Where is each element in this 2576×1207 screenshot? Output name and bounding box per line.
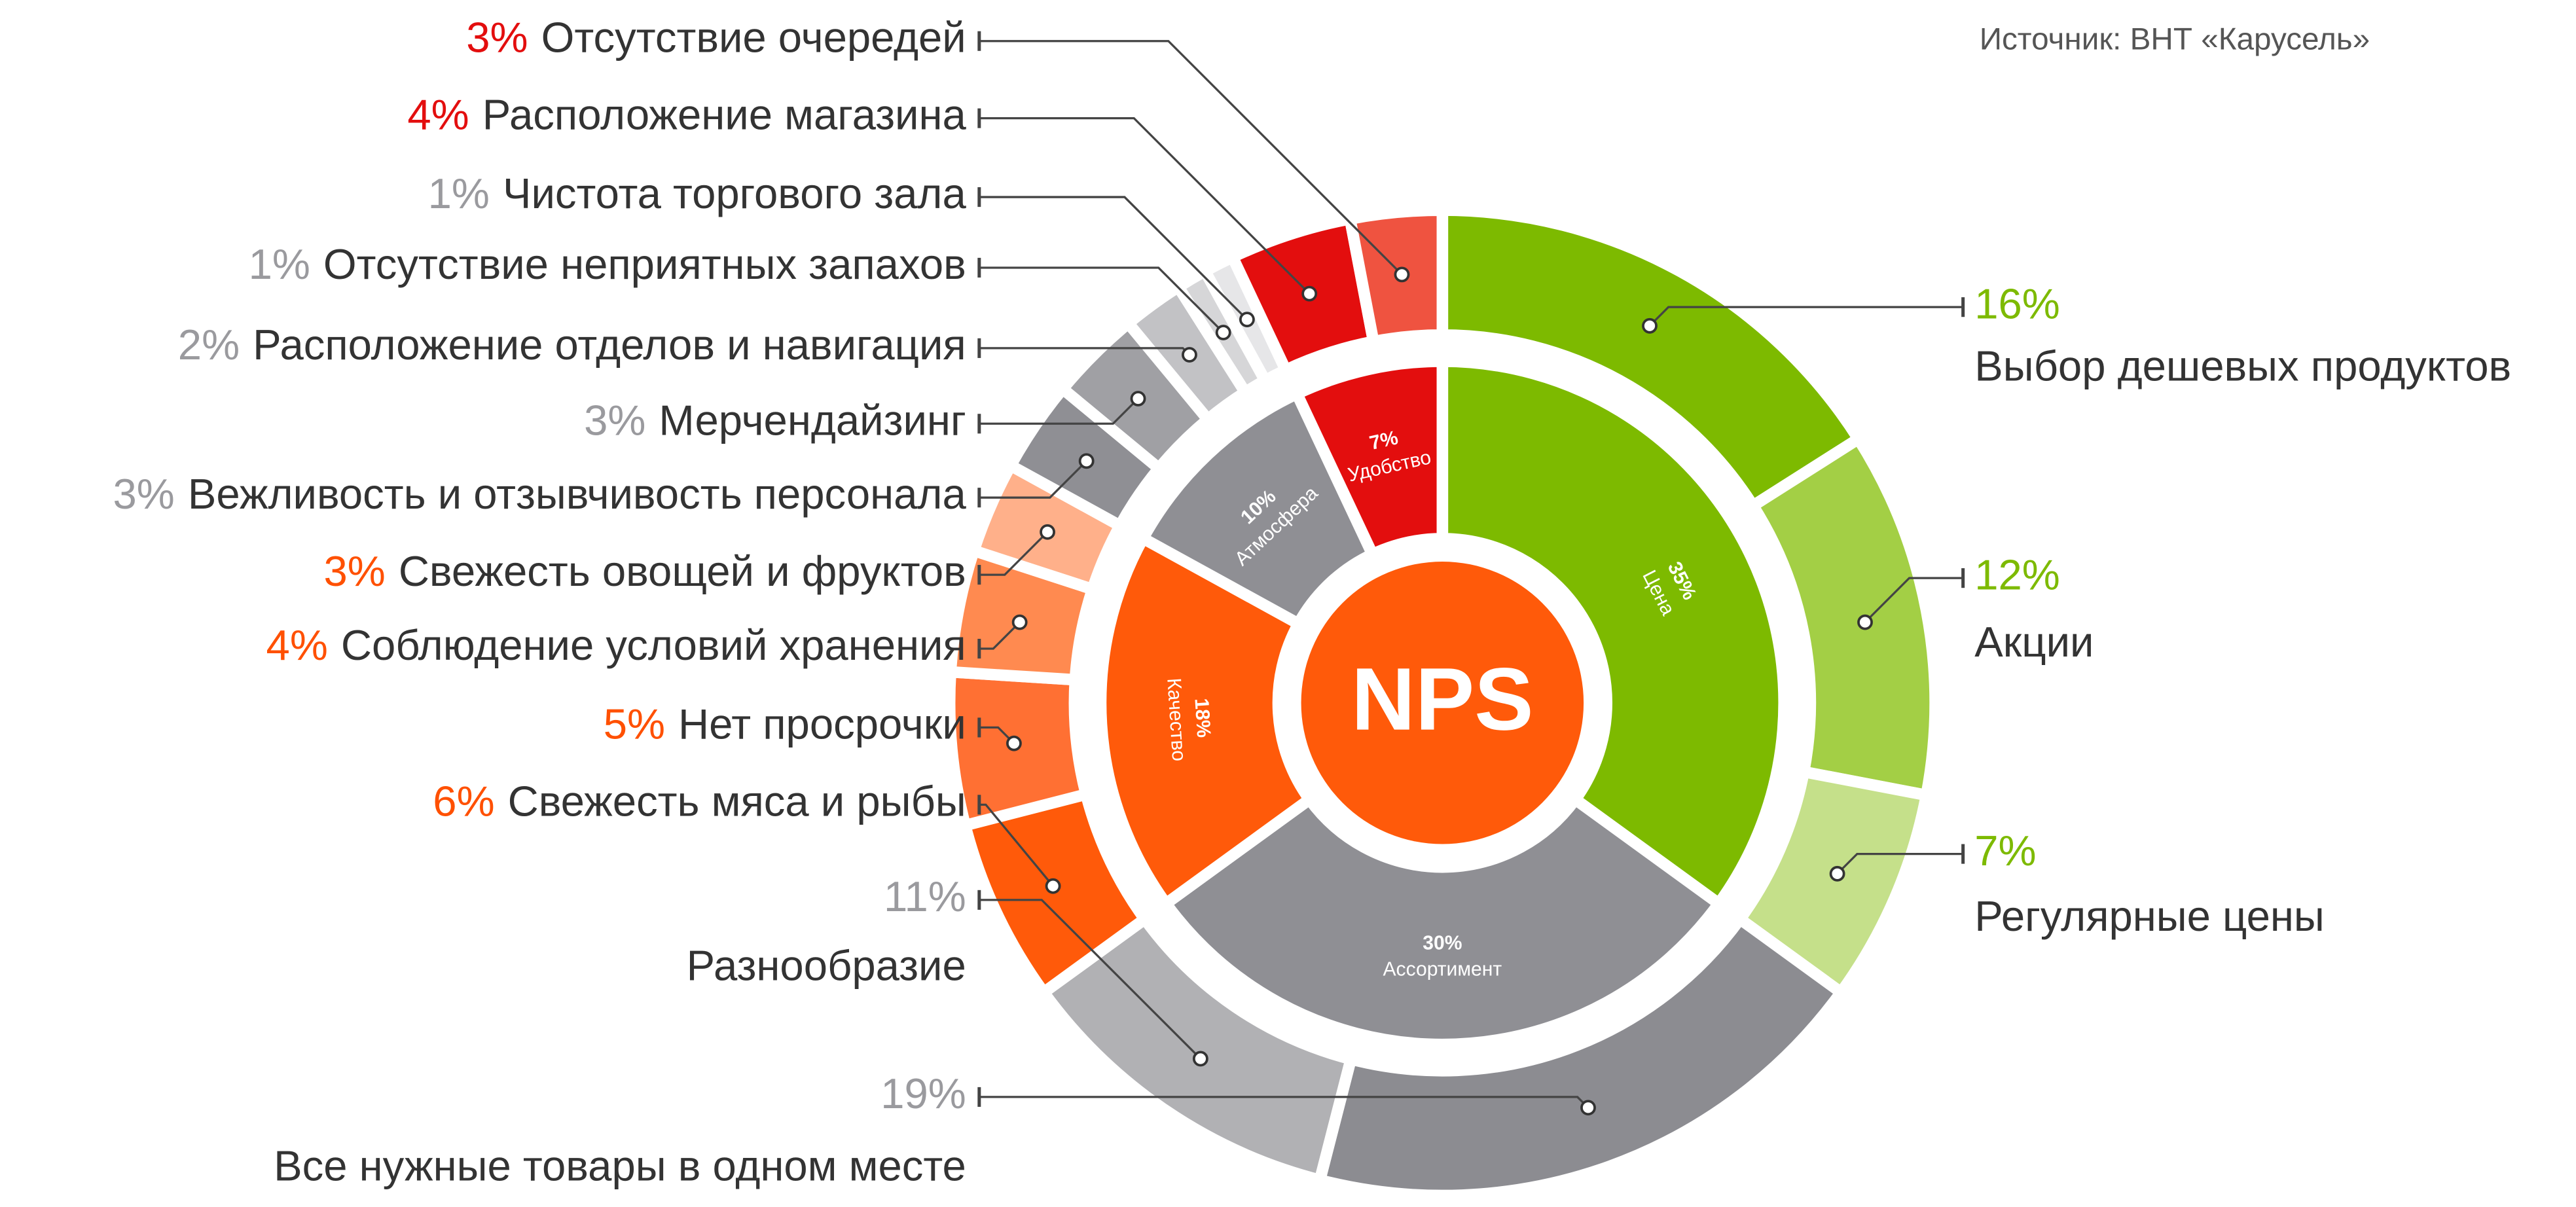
- category-label: Соблюдение условий хранения: [341, 621, 966, 669]
- leader-line: [1864, 577, 1963, 623]
- leader-dot: [1239, 312, 1255, 328]
- value-label: 16%: [1974, 279, 2060, 327]
- category-label: Выбор дешевых продуктов: [1974, 342, 2511, 390]
- category-label: Свежесть мяса и рыбы: [508, 778, 966, 825]
- outer-label: 3% Отсутствие очередей: [466, 14, 966, 62]
- value-label: 19%: [880, 1070, 966, 1117]
- value-label: 3%: [324, 547, 386, 595]
- leader-dot: [1642, 317, 1658, 334]
- category-label: Вежливость и отзывчивость персонала: [188, 470, 967, 518]
- inner-segment: [1095, 530, 1318, 912]
- leader-line: [979, 531, 1049, 576]
- category-label: Мерчендайзинг: [659, 397, 966, 444]
- value-label: 1%: [428, 170, 490, 217]
- outer-label: 6% Свежесть мяса и рыбы: [433, 778, 966, 825]
- center-circle: [1301, 562, 1584, 844]
- inner-segment: [1289, 355, 1449, 562]
- leader-dot: [1394, 266, 1410, 283]
- leader-dot: [1182, 347, 1197, 363]
- leader-line: [979, 117, 1311, 295]
- value-label: 2%: [178, 321, 240, 369]
- leader-dot: [1829, 865, 1845, 882]
- leader-dot: [1580, 1100, 1596, 1116]
- category-label: Отсутствие неприятных запахов: [323, 240, 966, 288]
- outer-label: 4% Соблюдение условий хранения: [266, 621, 966, 669]
- leader-dot: [1045, 878, 1061, 894]
- outer-label: 3% Вежливость и отзывчивость персонала: [113, 470, 966, 518]
- value-label: 1%: [249, 240, 310, 288]
- leader-line: [979, 40, 1403, 276]
- value-label: 4%: [407, 91, 469, 139]
- leader-dot: [1040, 524, 1055, 540]
- value-label: 4%: [266, 621, 328, 669]
- outer-segment: [1436, 204, 1866, 514]
- outer-segment: [1313, 910, 1849, 1202]
- leader-dot: [1006, 735, 1022, 751]
- category-label: Отсутствие очередей: [541, 14, 966, 62]
- leader-line: [979, 397, 1139, 425]
- leader-dot: [1130, 391, 1146, 406]
- leader-dot: [1192, 1051, 1208, 1067]
- leader-line: [979, 460, 1087, 499]
- leader-line: [1648, 306, 1963, 327]
- leader-line: [979, 266, 1224, 334]
- leader-dot: [1301, 285, 1318, 302]
- category-label: Все нужные товары в одном месте: [274, 1142, 966, 1190]
- category-label: Акции: [1974, 618, 2094, 666]
- leader-dot: [1011, 614, 1028, 630]
- value-label: 7%: [1974, 827, 2036, 874]
- inner-name-label: Качество: [1163, 677, 1189, 762]
- value-label: 3%: [466, 14, 528, 62]
- inner-label: 30% Ассортимент: [1383, 933, 1502, 981]
- leader-dot: [1215, 325, 1231, 340]
- center-label: NPS: [1351, 649, 1534, 749]
- inner-segment: [1436, 355, 1790, 912]
- value-label: 3%: [584, 397, 645, 444]
- leader-line: [979, 803, 1054, 887]
- leader-dot: [1857, 614, 1873, 630]
- inner-segment: [1135, 386, 1381, 632]
- leader-line: [1836, 852, 1963, 875]
- value-label: 6%: [433, 778, 494, 825]
- outer-label: 3% Свежесть овощей и фруктов: [324, 547, 966, 595]
- category-label: Нет просрочки: [678, 700, 966, 748]
- inner-name-label: Ассортимент: [1383, 959, 1502, 981]
- leader-line: [979, 899, 1202, 1060]
- value-label: 12%: [1974, 550, 2060, 598]
- inner-segment: [1157, 791, 1727, 1051]
- inner-label: 18%Качество: [1163, 677, 1214, 762]
- inner-value-label: 18%: [1190, 698, 1214, 738]
- category-label: Регулярные цены: [1974, 892, 2325, 940]
- outer-label: 3% Мерчендайзинг: [584, 397, 966, 444]
- value-label: 11%: [884, 873, 966, 920]
- value-label: 3%: [113, 470, 174, 518]
- category-label: Свежесть овощей и фруктов: [399, 547, 966, 595]
- category-label: Разнообразие: [687, 941, 966, 989]
- category-label: Расположение отделов и навигация: [253, 321, 966, 369]
- outer-label: 5% Нет просрочки: [604, 700, 966, 748]
- leader-dot: [1078, 453, 1095, 469]
- outer-label: 1% Отсутствие неприятных запахов: [249, 240, 966, 288]
- category-label: Расположение магазина: [482, 91, 967, 139]
- category-label: Чистота торгового зала: [503, 170, 966, 217]
- source: Источник: ВНТ «Карусель»: [1980, 22, 2370, 56]
- leader-line: [979, 621, 1021, 650]
- leader-line: [979, 196, 1248, 321]
- value-label: 5%: [604, 700, 665, 748]
- outer-label: 4% Расположение магазина: [407, 91, 966, 139]
- outer-label: 2% Расположение отделов и навигация: [178, 321, 966, 369]
- outer-label: 1% Чистота торгового зала: [428, 170, 967, 217]
- inner-value-label: 30%: [1423, 933, 1462, 954]
